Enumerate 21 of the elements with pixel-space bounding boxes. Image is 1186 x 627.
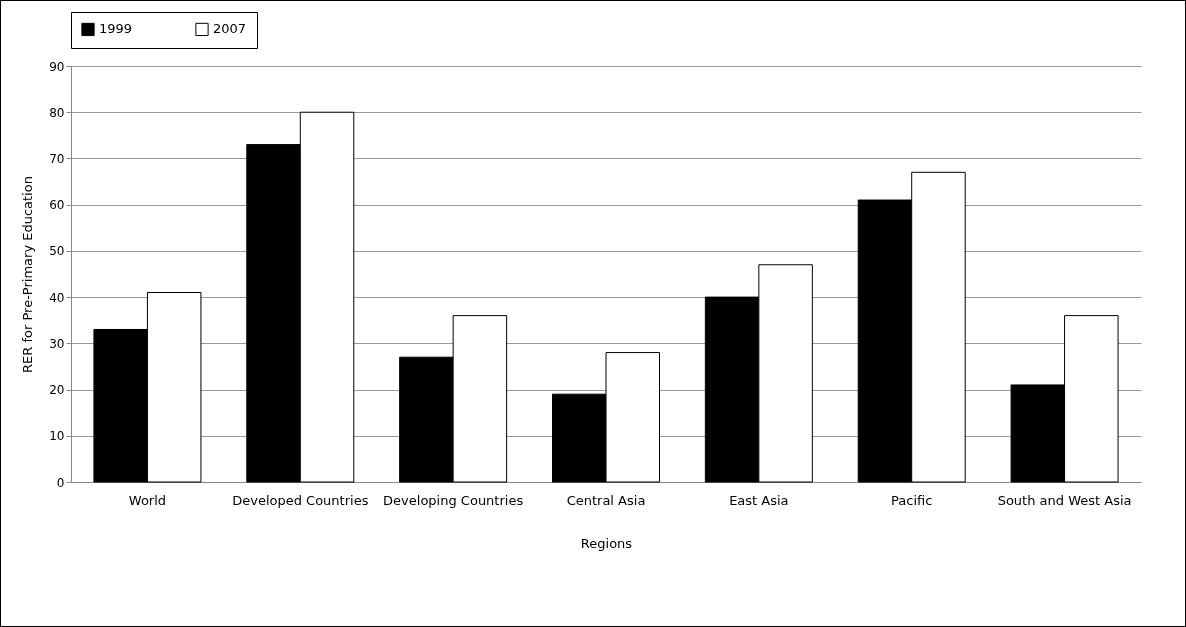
y-tick-label: 70 (49, 151, 65, 166)
x-tick-label: Developed Countries (232, 492, 369, 508)
y-tick-label: 40 (49, 290, 65, 305)
x-tick-label: World (128, 492, 167, 508)
y-tick-label: 60 (49, 198, 65, 213)
x-tick-label: Pacific (891, 492, 933, 508)
y-tick-label: 80 (49, 105, 65, 120)
y-tick-label: 30 (49, 336, 65, 351)
x-tick-label: South and West Asia (997, 492, 1132, 508)
x-axis-title: Regions (580, 535, 633, 551)
y-tick-label: 20 (49, 383, 65, 398)
x-tick-label: Central Asia (566, 492, 646, 508)
legend-label: 2007 (213, 21, 247, 37)
y-axis-title: RER for Pre-Primary Education (20, 176, 36, 373)
legend-label: 1999 (99, 21, 133, 37)
x-tick-label: East Asia (729, 492, 789, 508)
y-tick-label: 10 (49, 429, 65, 444)
y-tick-label: 90 (49, 59, 65, 74)
x-tick-label: Developing Countries (383, 492, 524, 508)
y-tick-label: 0 (56, 475, 65, 490)
y-tick-label: 50 (49, 244, 65, 259)
